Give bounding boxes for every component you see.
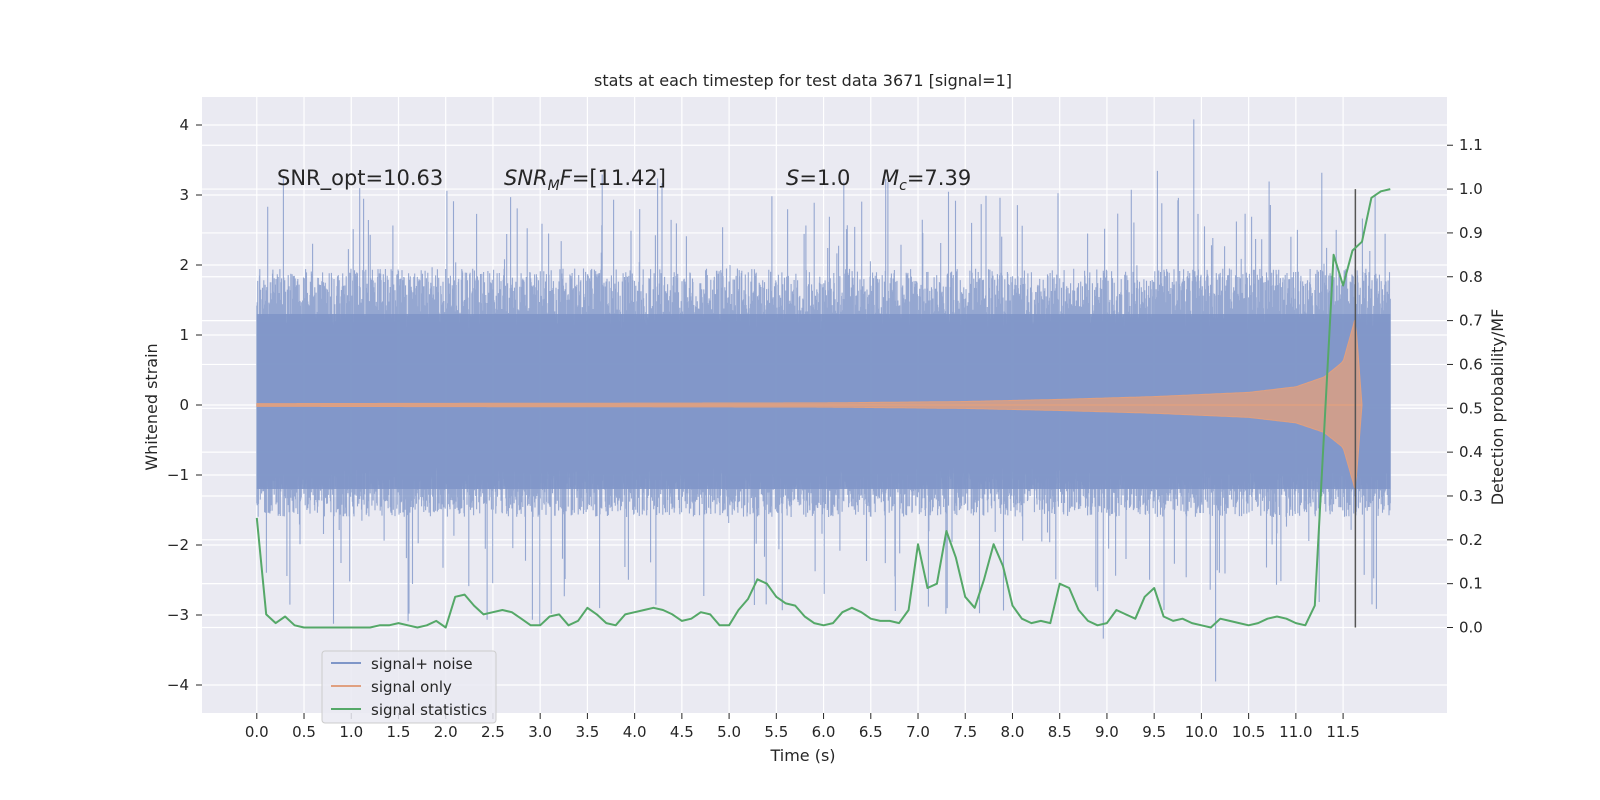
- y-right-tick-label: 1.1: [1459, 136, 1483, 154]
- legend-label-signal-statistics: signal statistics: [371, 701, 487, 719]
- legend: signal+ noise signal only signal statist…: [321, 650, 497, 724]
- x-axis-ticks: 0.0 0.5 1.0 1.5 2.0 2.5 3.0 3.5 4.0 4.5 5.0 5.5 6.0 6…: [245, 713, 1360, 741]
- x-tick-label: 2.5: [481, 723, 505, 741]
- snr-mf-symbol: SNR: [504, 166, 548, 190]
- x-tick-label: 7.0: [906, 723, 930, 741]
- x-tick-label: 7.5: [953, 723, 977, 741]
- snr-mf-f: F: [560, 166, 573, 190]
- y-right-axis-ticks: 1.1 1.0 0.9 0.8 0.7 0.6 0.5 0.4 0.3 0.2 0.1 0.0: [1447, 136, 1483, 637]
- signal-only-series: [256, 320, 1363, 489]
- signal-statistics-line: [255, 188, 1391, 629]
- x-tick-label: 1.0: [339, 723, 363, 741]
- x-tick-label: 2.0: [434, 723, 458, 741]
- y-tick-label: 0: [179, 396, 189, 414]
- x-tick-label: 6.5: [859, 723, 883, 741]
- x-tick-label: 5.0: [717, 723, 741, 741]
- y-tick-label: −1: [167, 466, 189, 484]
- x-tick-label: 11.5: [1326, 723, 1359, 741]
- x-tick-label: 9.0: [1095, 723, 1119, 741]
- x-tick-label: 9.5: [1142, 723, 1166, 741]
- x-tick-label: 10.5: [1232, 723, 1265, 741]
- x-tick-label: 8.0: [1001, 723, 1025, 741]
- s-annotation: S=1.0: [786, 166, 850, 190]
- x-tick-label: 10.0: [1185, 723, 1218, 741]
- x-tick-label: 3.0: [528, 723, 552, 741]
- y-right-tick-label: 0.2: [1459, 531, 1483, 549]
- y-right-tick-label: 0.9: [1459, 224, 1483, 242]
- y-right-tick-label: 0.7: [1459, 312, 1483, 330]
- y-right-tick-label: 0.4: [1459, 443, 1483, 461]
- x-tick-label: 3.5: [575, 723, 599, 741]
- mc-annotation: Mc=7.39: [881, 166, 971, 194]
- legend-box: [321, 650, 497, 724]
- x-tick-label: 4.0: [623, 723, 647, 741]
- mc-subscript: c: [899, 178, 907, 194]
- y-tick-label: −4: [167, 676, 189, 694]
- chart-title: stats at each timestep for test data 367…: [594, 71, 1012, 90]
- y-right-tick-label: 0.6: [1459, 355, 1483, 373]
- legend-label-signal-only: signal only: [371, 678, 452, 696]
- y-tick-label: −3: [167, 606, 189, 624]
- y-axis-label: Whitened strain: [142, 343, 161, 470]
- x-tick-label: 4.5: [670, 723, 694, 741]
- y-tick-label: 3: [179, 186, 189, 204]
- y-right-tick-label: 1.0: [1459, 180, 1483, 198]
- signal-only-trace: [256, 320, 1363, 489]
- snr-mf-annotation: SNRMF=[11.42]: [504, 166, 666, 194]
- x-tick-label: 0.0: [245, 723, 269, 741]
- snr-mf-value: =[11.42]: [572, 166, 666, 190]
- x-tick-label: 8.5: [1048, 723, 1072, 741]
- y-tick-label: −2: [167, 536, 189, 554]
- x-tick-label: 6.0: [812, 723, 836, 741]
- y-right-axis-label: Detection probability/MF: [1488, 309, 1507, 506]
- y-right-tick-label: 0.0: [1459, 619, 1483, 637]
- snr-mf-subscript: M: [548, 178, 560, 194]
- snr-opt-annotation: SNR_opt=10.63: [277, 166, 443, 191]
- x-tick-label: 5.5: [764, 723, 788, 741]
- y-right-tick-label: 0.1: [1459, 575, 1483, 593]
- y-right-tick-label: 0.8: [1459, 268, 1483, 286]
- x-tick-label: 1.5: [387, 723, 411, 741]
- y-tick-label: 4: [179, 116, 189, 134]
- s-value: =1.0: [799, 166, 850, 190]
- y-right-tick-label: 0.3: [1459, 487, 1483, 505]
- x-tick-label: 0.5: [292, 723, 316, 741]
- mc-value: =7.39: [907, 166, 971, 190]
- s-symbol: S: [786, 166, 799, 190]
- y-tick-label: 1: [179, 326, 189, 344]
- y-right-tick-label: 0.5: [1459, 399, 1483, 417]
- legend-label-signal-noise: signal+ noise: [371, 655, 473, 673]
- x-tick-label: 11.0: [1279, 723, 1312, 741]
- y-tick-label: 2: [179, 256, 189, 274]
- y-axis-ticks: 4 3 2 1 0 −1 −2 −3 −4: [167, 116, 202, 694]
- mc-symbol: M: [881, 166, 899, 190]
- signal-statistics-series: [255, 188, 1391, 629]
- x-axis-label: Time (s): [769, 746, 835, 765]
